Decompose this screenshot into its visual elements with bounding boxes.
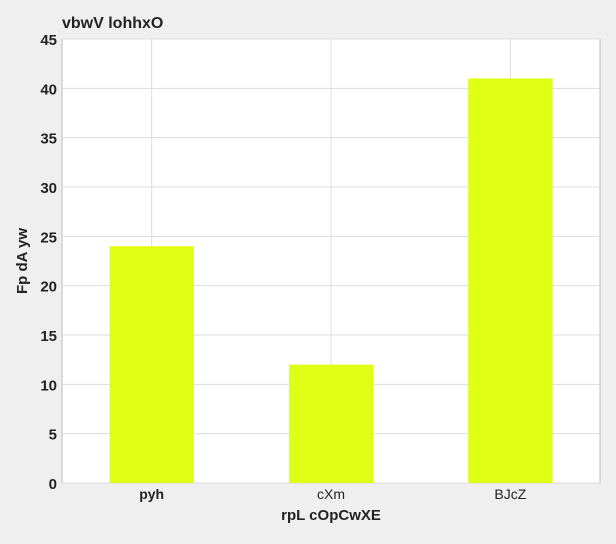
x-tick-label: BJcZ [494, 486, 526, 502]
y-tick-label: 10 [40, 377, 57, 394]
y-tick-label: 35 [40, 131, 57, 148]
y-axis-ticks: 0 5 10 15 20 25 30 35 40 45 [40, 32, 57, 493]
y-tick-label: 40 [40, 81, 57, 98]
y-tick-label: 0 [49, 476, 57, 493]
bar-pyh [109, 246, 194, 483]
chart-title: vbwV lohhxO [62, 15, 163, 32]
x-axis-label: rpL cOpCwXE [281, 507, 381, 524]
x-axis-ticks: pyh cXm BJcZ [139, 486, 527, 502]
bar-cXm [288, 364, 374, 483]
y-tick-label: 25 [40, 229, 57, 246]
bar-BJcZ [468, 78, 553, 483]
x-tick-label: pyh [139, 486, 164, 502]
y-tick-label: 45 [40, 32, 57, 49]
y-tick-label: 20 [40, 279, 57, 296]
y-tick-label: 30 [40, 180, 57, 197]
bars [109, 78, 553, 483]
y-tick-label: 15 [40, 328, 57, 345]
y-tick-label: 5 [49, 427, 57, 444]
y-axis-label: Fp dA yw [14, 228, 31, 294]
x-tick-label: cXm [317, 486, 345, 502]
